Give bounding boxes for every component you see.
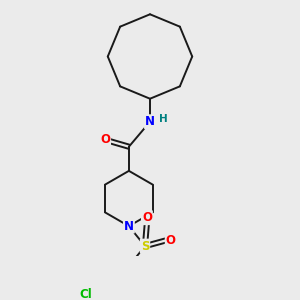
Text: O: O xyxy=(142,211,152,224)
Text: O: O xyxy=(166,234,176,247)
Text: N: N xyxy=(124,220,134,232)
Text: N: N xyxy=(145,115,155,128)
Text: Cl: Cl xyxy=(80,288,93,300)
Text: H: H xyxy=(159,114,168,124)
Text: O: O xyxy=(100,133,110,146)
Text: S: S xyxy=(141,240,149,253)
